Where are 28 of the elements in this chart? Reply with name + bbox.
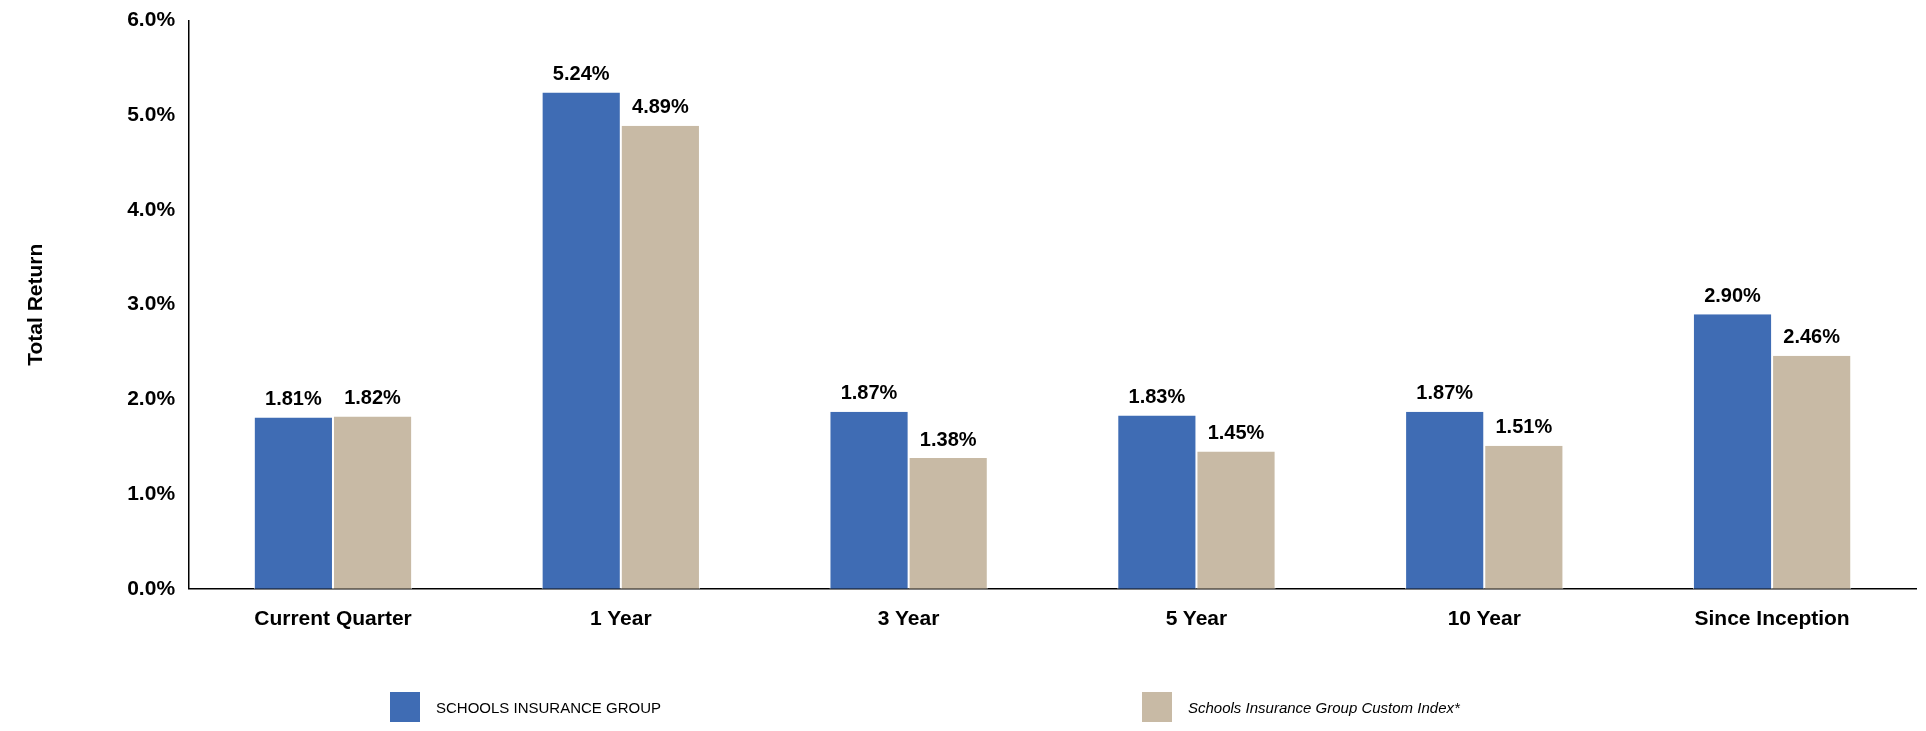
legend-label: SCHOOLS INSURANCE GROUP <box>436 698 662 716</box>
x-tick-label: Since Inception <box>1694 606 1850 630</box>
data-label: 1.81% <box>265 386 322 409</box>
data-label: 2.90% <box>1704 283 1762 306</box>
y-tick-label: 1.0% <box>127 480 176 504</box>
y-tick-label: 2.0% <box>127 386 176 410</box>
y-tick-label: 0.0% <box>127 575 176 599</box>
data-label: 1.51% <box>1495 415 1553 438</box>
x-tick-label: 1 Year <box>590 606 652 630</box>
y-tick-label: 5.0% <box>127 102 176 126</box>
y-tick-label: 3.0% <box>127 291 176 315</box>
data-label: 1.82% <box>344 385 402 408</box>
x-tick-label: 3 Year <box>877 606 940 630</box>
data-label: 1.45% <box>1207 421 1265 443</box>
data-label: 1.38% <box>919 427 977 450</box>
data-label: 2.46% <box>1783 325 1841 348</box>
y-axis-title: Total Return <box>23 243 47 366</box>
y-tick-label: 4.0% <box>127 196 176 220</box>
x-tick-label: Current Quarter <box>254 606 412 630</box>
y-tick-label: 6.0% <box>127 7 176 31</box>
x-tick-label: 10 Year <box>1447 606 1521 630</box>
data-label: 1.83% <box>1128 385 1186 408</box>
data-label: 4.89% <box>632 95 689 118</box>
x-tick-label: 5 Year <box>1165 606 1228 630</box>
data-label: 1.87% <box>840 381 898 404</box>
legend-label: Schools Insurance Group Custom Index* <box>1188 698 1460 716</box>
data-label: 1.87% <box>1416 381 1474 404</box>
data-label: 5.24% <box>552 62 610 85</box>
